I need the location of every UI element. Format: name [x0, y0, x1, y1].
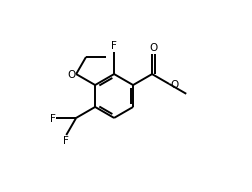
Text: O: O [67, 70, 75, 80]
Text: O: O [169, 80, 177, 90]
Text: F: F [50, 114, 55, 124]
Text: F: F [63, 136, 69, 146]
Text: F: F [111, 41, 117, 51]
Text: O: O [149, 43, 157, 53]
